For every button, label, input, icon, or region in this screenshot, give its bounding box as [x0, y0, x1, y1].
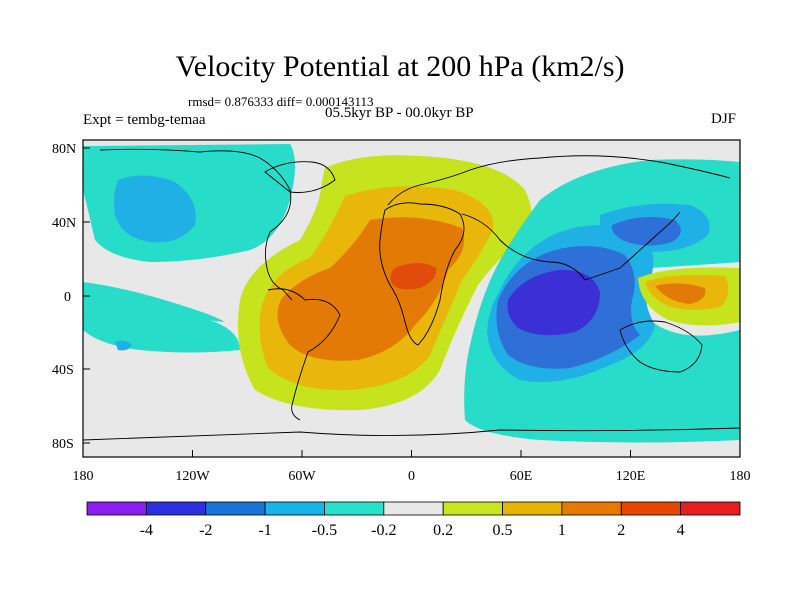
africa-positive-core [390, 263, 437, 290]
colorbar-swatch [86, 501, 147, 516]
colorbar-label: 0.2 [433, 522, 453, 539]
north-pacific-core [114, 175, 196, 243]
y-axis-ticks [83, 147, 90, 444]
x-label-60e: 60E [510, 469, 533, 484]
y-label-40n: 40N [52, 216, 76, 231]
colorbar-swatch [383, 501, 444, 516]
map-title: Velocity Potential at 200 hPa (km2/s) [175, 50, 625, 83]
colorbar-label: -4 [140, 522, 153, 539]
y-label-80s: 80S [52, 437, 74, 452]
season-label: DJF [711, 111, 737, 127]
colorbar-swatch [680, 501, 741, 516]
colorbar-swatch [324, 501, 385, 516]
colorbar-swatch [442, 501, 503, 516]
y-label-0: 0 [64, 290, 71, 305]
colorbar-label: -0.5 [312, 522, 337, 539]
colorbar-label: -2 [199, 522, 212, 539]
x-label-60w: 60W [288, 469, 316, 484]
colorbar-swatch [502, 501, 563, 516]
coastlines [83, 148, 740, 441]
x-label-120e: 120E [616, 469, 646, 484]
colorbar-swatch [264, 501, 325, 516]
x-label-180-left: 180 [73, 469, 94, 484]
contour-field [83, 140, 740, 457]
colorbar-swatch [620, 501, 682, 516]
colorbar-label: 4 [677, 522, 685, 539]
tropical-pacific-patch [115, 340, 132, 351]
colorbar-label: -0.2 [371, 522, 396, 539]
colorbar-label: -1 [258, 522, 271, 539]
east-asia-core [611, 216, 681, 246]
tropical-pacific-band-2 [83, 282, 225, 322]
colorbar-label: 2 [617, 522, 625, 539]
west-pacific-positive-inner [655, 283, 706, 304]
experiment-label: Expt = tembg-temaa [83, 112, 206, 128]
x-label-0: 0 [408, 469, 415, 484]
colorbar-swatch [561, 501, 622, 516]
colorbar-label: 1 [558, 522, 566, 539]
period-label: 05.5kyr BP - 00.0kyr BP [325, 105, 474, 121]
colorbar-swatch [145, 501, 207, 516]
indian-ocean-core [507, 269, 600, 336]
x-label-120w: 120W [175, 469, 210, 484]
atlantic-positive-inner [277, 217, 465, 361]
x-label-180-right: 180 [730, 469, 751, 484]
y-label-40s: 40S [52, 363, 74, 378]
stats-line: rmsd= 0.876333 diff= 0.000143113 [188, 94, 374, 109]
colorbar-label: 0.5 [493, 522, 513, 539]
x-axis-ticks [82, 450, 741, 457]
y-label-80n: 80N [52, 142, 76, 157]
colorbar: -4 -2 -1 -0.5 -0.2 0.2 0.5 1 2 4 [86, 501, 741, 539]
colorbar-swatch [205, 501, 266, 516]
